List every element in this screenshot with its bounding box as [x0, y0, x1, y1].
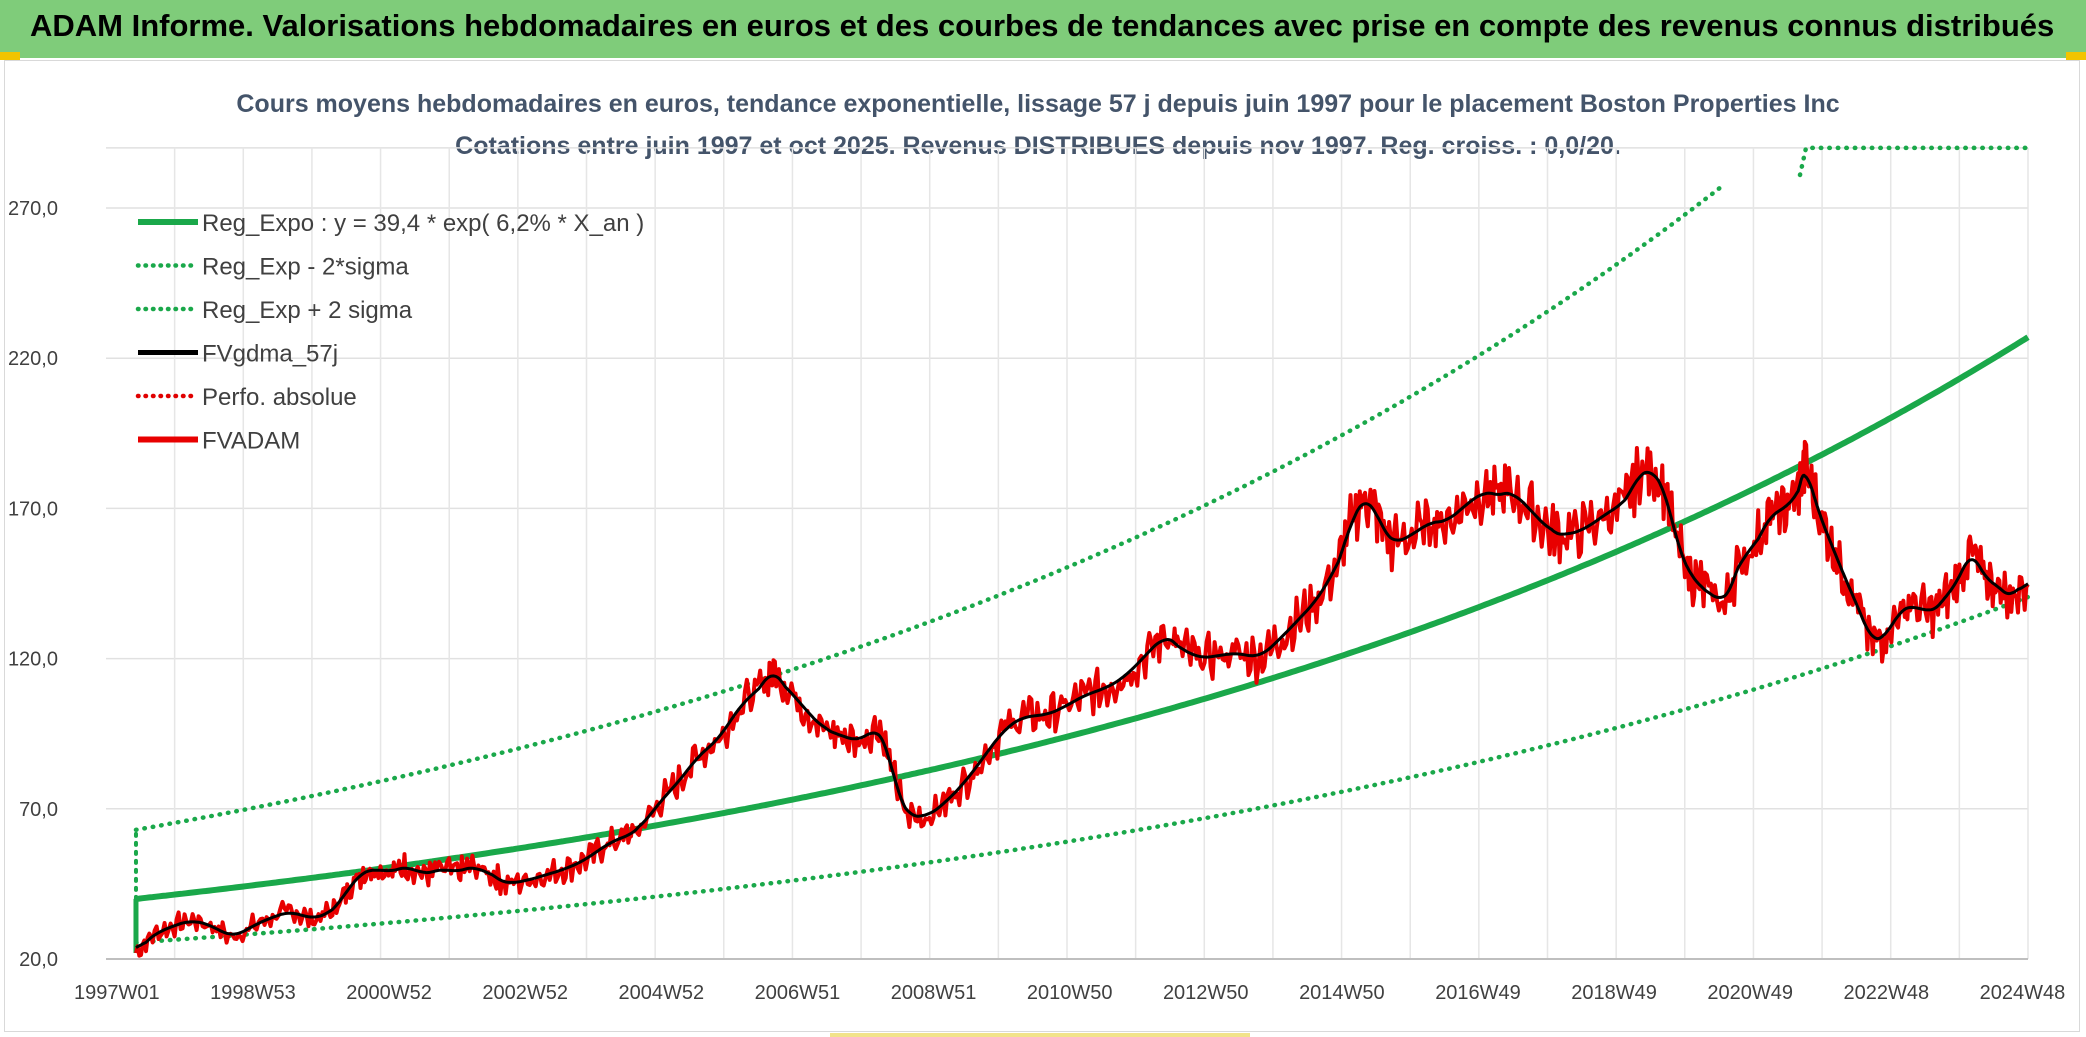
legend-label-fvgdma: FVgdma_57j — [202, 341, 338, 368]
chart-frame — [4, 60, 2080, 1032]
x-tick-label: 2020W49 — [1707, 982, 1793, 1004]
x-tick-label: 2012W50 — [1163, 982, 1249, 1004]
fvgdma-57j-line — [135, 470, 2029, 949]
legend-label-perfo: Perfo. absolue — [202, 384, 357, 411]
x-tick-label: 2008W51 — [891, 982, 977, 1004]
x-tick-label: 2002W52 — [482, 982, 568, 1004]
y-tick-label: 270,0 — [8, 198, 58, 220]
y-tick-label: 170,0 — [8, 498, 58, 520]
bottom-accent-bar — [830, 1033, 1250, 1037]
x-tick-label: 1997W01 — [74, 982, 160, 1004]
x-tick-label: 2022W48 — [1844, 982, 1930, 1004]
legend-label-lower: Reg_Exp - 2*sigma — [202, 254, 409, 281]
y-axis-ticks: 20,0 70,0 120,0 170,0 220,0 270,0 — [8, 198, 58, 971]
y-tick-label: 70,0 — [19, 799, 58, 821]
x-tick-label: 2016W49 — [1435, 982, 1521, 1004]
x-tick-label: 2006W51 — [755, 982, 841, 1004]
upper-sigma-cap-line — [1797, 145, 2031, 178]
header-banner: ADAM Informe. Valorisations hebdomadaire… — [0, 0, 2086, 58]
reg-exp-plus-2sigma-line — [133, 181, 1728, 833]
left-accent-bar — [0, 52, 20, 60]
reg-expo-line — [135, 334, 2030, 902]
y-tick-label: 220,0 — [8, 348, 58, 370]
reg-exp-minus-2sigma-line — [133, 594, 2031, 945]
x-tick-label: 1998W53 — [210, 982, 296, 1004]
x-tick-label: 2000W52 — [346, 982, 432, 1004]
chart-title-line2: Cotations entre juin 1997 et oct 2025. R… — [455, 132, 1621, 160]
x-axis-ticks: 1997W01 1998W53 2000W52 2002W52 2004W52 2006W… — [74, 982, 2065, 1004]
y-tick-label: 20,0 — [19, 949, 58, 971]
x-tick-label: 2004W52 — [618, 982, 704, 1004]
report-title: ADAM Informe. Valorisations hebdomadaire… — [30, 8, 2055, 43]
right-accent-bar — [2066, 52, 2086, 60]
chart-title-line1: Cours moyens hebdomadaires en euros, ten… — [236, 90, 1839, 118]
x-tick-label: 2018W49 — [1571, 982, 1657, 1004]
legend: Reg_Expo : y = 39,4 * exp( 6,2% * X_an )… — [135, 210, 644, 455]
legend-label-fvadam: FVADAM — [202, 428, 300, 455]
legend-label-upper: Reg_Exp + 2 sigma — [202, 297, 413, 324]
y-tick-label: 120,0 — [8, 649, 58, 671]
x-tick-label: 2014W50 — [1299, 982, 1385, 1004]
x-tick-label: 2024W48 — [1980, 982, 2066, 1004]
x-tick-label: 2010W50 — [1027, 982, 1113, 1004]
series-group — [133, 145, 2031, 958]
legend-label-reg: Reg_Expo : y = 39,4 * exp( 6,2% * X_an ) — [202, 210, 644, 237]
